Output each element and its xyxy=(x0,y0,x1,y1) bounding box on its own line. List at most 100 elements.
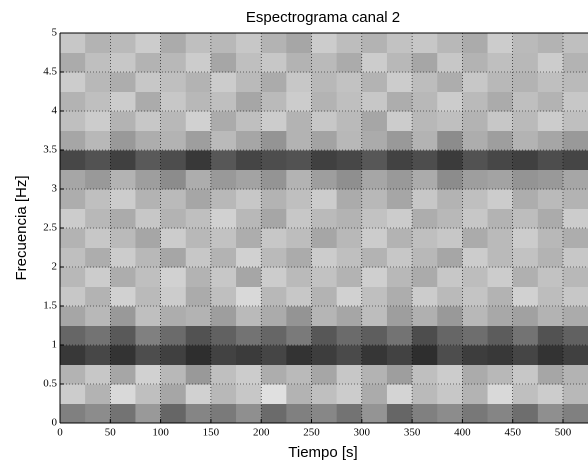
x-tick-label: 250 xyxy=(303,427,320,439)
cell xyxy=(386,247,413,268)
cell xyxy=(160,72,187,92)
cell xyxy=(386,325,413,346)
cell xyxy=(135,91,162,112)
cell xyxy=(85,384,111,404)
cell xyxy=(236,72,262,92)
cell xyxy=(437,364,463,385)
cell xyxy=(487,169,514,190)
cell xyxy=(412,364,438,385)
cell xyxy=(487,325,514,346)
cell xyxy=(286,111,312,131)
cell xyxy=(160,247,187,268)
cell xyxy=(210,384,237,404)
cell xyxy=(437,189,463,209)
cell xyxy=(361,267,388,287)
cell xyxy=(210,345,237,365)
cell xyxy=(286,247,312,268)
cell xyxy=(185,247,212,268)
cell xyxy=(85,247,111,268)
cell xyxy=(412,150,438,170)
cell xyxy=(110,189,136,209)
cell xyxy=(85,228,111,248)
cell xyxy=(160,111,187,131)
x-tick-label: 150 xyxy=(203,427,220,439)
cell xyxy=(185,228,212,248)
y-tick-label: 1.5 xyxy=(43,300,57,312)
cell xyxy=(60,91,86,112)
x-tick-label: 500 xyxy=(555,427,572,439)
cell xyxy=(286,33,312,53)
cell xyxy=(60,345,86,365)
cell xyxy=(563,52,588,73)
cell xyxy=(236,33,262,53)
cell xyxy=(361,91,388,112)
cell xyxy=(60,169,86,190)
cell xyxy=(286,306,312,326)
cell xyxy=(437,169,463,190)
cell xyxy=(261,91,287,112)
cell xyxy=(462,130,489,151)
cell xyxy=(437,91,463,112)
cell xyxy=(210,306,237,326)
cell xyxy=(236,345,262,365)
cell xyxy=(135,306,162,326)
cell xyxy=(210,403,237,423)
cell xyxy=(135,72,162,92)
cell xyxy=(563,345,588,365)
cell xyxy=(210,267,237,287)
cell xyxy=(336,228,363,248)
cell xyxy=(487,228,514,248)
cell xyxy=(210,169,237,190)
cell xyxy=(512,325,539,346)
cell xyxy=(286,364,312,385)
cell xyxy=(185,267,212,287)
cell xyxy=(487,345,514,365)
cell xyxy=(311,169,338,190)
cell xyxy=(135,189,162,209)
cell xyxy=(160,325,187,346)
cell xyxy=(512,150,539,170)
cell xyxy=(537,169,564,190)
cell xyxy=(336,247,363,268)
cell xyxy=(185,364,212,385)
cell xyxy=(412,208,438,229)
x-tick-label: 400 xyxy=(454,427,471,439)
cell xyxy=(311,247,338,268)
cell xyxy=(537,33,564,53)
cell xyxy=(311,130,338,151)
cell xyxy=(85,33,111,53)
cell xyxy=(110,228,136,248)
cell xyxy=(185,91,212,112)
cell xyxy=(336,169,363,190)
cell xyxy=(386,306,413,326)
cell xyxy=(110,52,136,73)
cell xyxy=(563,247,588,268)
cell xyxy=(487,52,514,73)
cell xyxy=(563,189,588,209)
cell xyxy=(361,208,388,229)
cell xyxy=(563,384,588,404)
cell xyxy=(85,306,111,326)
cell xyxy=(185,111,212,131)
cell xyxy=(487,111,514,131)
cell xyxy=(336,306,363,326)
cell xyxy=(437,150,463,170)
cell xyxy=(286,403,312,423)
cell xyxy=(537,189,564,209)
cell xyxy=(236,325,262,346)
cell xyxy=(160,403,187,423)
cell xyxy=(110,33,136,53)
y-tick-label: 4.5 xyxy=(43,66,57,78)
cell xyxy=(462,286,489,307)
cell xyxy=(336,150,363,170)
cell xyxy=(236,130,262,151)
cell xyxy=(336,208,363,229)
cell xyxy=(60,403,86,423)
cell xyxy=(563,208,588,229)
cell xyxy=(261,325,287,346)
cell xyxy=(110,169,136,190)
cell xyxy=(386,111,413,131)
cell xyxy=(85,169,111,190)
cell xyxy=(412,286,438,307)
cell xyxy=(135,130,162,151)
